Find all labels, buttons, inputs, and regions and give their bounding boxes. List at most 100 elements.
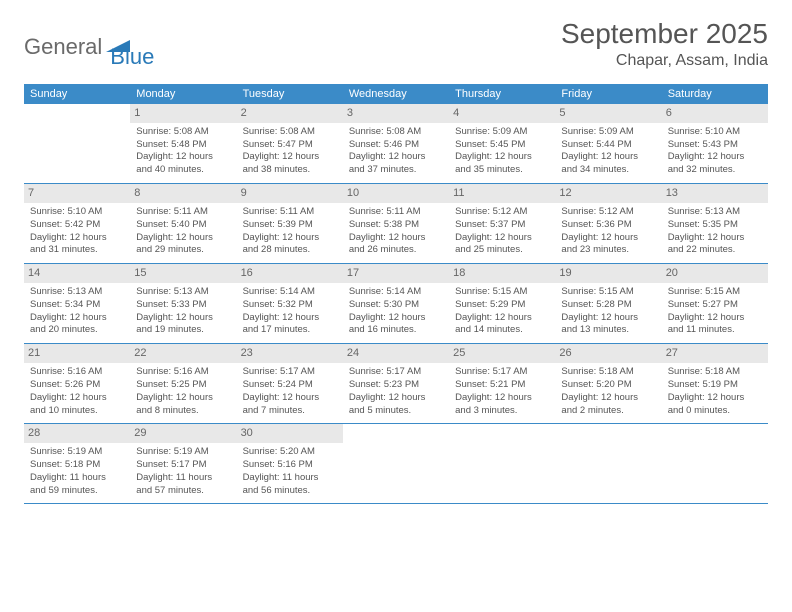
day-sunset: Sunset: 5:47 PM — [243, 139, 337, 152]
day-cell: 12Sunrise: 5:12 AMSunset: 5:36 PMDayligh… — [555, 184, 661, 263]
day-sunrise: Sunrise: 5:08 AM — [349, 126, 443, 139]
day-number: 11 — [449, 184, 555, 203]
day-daylight: Daylight: 12 hours and 23 minutes. — [561, 232, 655, 258]
day-daylight: Daylight: 12 hours and 19 minutes. — [136, 312, 230, 338]
day-sunset: Sunset: 5:21 PM — [455, 379, 549, 392]
day-number: 5 — [555, 104, 661, 123]
day-number: 20 — [662, 264, 768, 283]
week-row: 7Sunrise: 5:10 AMSunset: 5:42 PMDaylight… — [24, 184, 768, 264]
day-daylight: Daylight: 12 hours and 7 minutes. — [243, 392, 337, 418]
day-daylight: Daylight: 12 hours and 31 minutes. — [30, 232, 124, 258]
day-daylight: Daylight: 12 hours and 26 minutes. — [349, 232, 443, 258]
day-number: 19 — [555, 264, 661, 283]
day-number: 13 — [662, 184, 768, 203]
day-number: 22 — [130, 344, 236, 363]
title-block: September 2025 Chapar, Assam, India — [561, 18, 768, 70]
day-daylight: Daylight: 12 hours and 37 minutes. — [349, 151, 443, 177]
day-sunrise: Sunrise: 5:11 AM — [136, 206, 230, 219]
day-sunrise: Sunrise: 5:09 AM — [561, 126, 655, 139]
day-sunrise: Sunrise: 5:17 AM — [243, 366, 337, 379]
day-sunrise: Sunrise: 5:13 AM — [30, 286, 124, 299]
day-sunrise: Sunrise: 5:11 AM — [349, 206, 443, 219]
day-number: 28 — [24, 424, 130, 443]
day-cell: 21Sunrise: 5:16 AMSunset: 5:26 PMDayligh… — [24, 344, 130, 423]
day-sunset: Sunset: 5:48 PM — [136, 139, 230, 152]
day-number: 16 — [237, 264, 343, 283]
day-daylight: Daylight: 12 hours and 11 minutes. — [668, 312, 762, 338]
day-cell: 28Sunrise: 5:19 AMSunset: 5:18 PMDayligh… — [24, 424, 130, 503]
day-daylight: Daylight: 11 hours and 56 minutes. — [243, 472, 337, 498]
day-daylight: Daylight: 12 hours and 32 minutes. — [668, 151, 762, 177]
weeks-container: 1Sunrise: 5:08 AMSunset: 5:48 PMDaylight… — [24, 104, 768, 504]
day-sunset: Sunset: 5:29 PM — [455, 299, 549, 312]
day-daylight: Daylight: 12 hours and 2 minutes. — [561, 392, 655, 418]
day-number: 1 — [130, 104, 236, 123]
day-sunset: Sunset: 5:38 PM — [349, 219, 443, 232]
weekday-header: Wednesday — [343, 84, 449, 104]
day-cell: 24Sunrise: 5:17 AMSunset: 5:23 PMDayligh… — [343, 344, 449, 423]
day-cell: 2Sunrise: 5:08 AMSunset: 5:47 PMDaylight… — [237, 104, 343, 183]
day-sunset: Sunset: 5:45 PM — [455, 139, 549, 152]
day-cell: 5Sunrise: 5:09 AMSunset: 5:44 PMDaylight… — [555, 104, 661, 183]
day-cell: 23Sunrise: 5:17 AMSunset: 5:24 PMDayligh… — [237, 344, 343, 423]
day-cell: 26Sunrise: 5:18 AMSunset: 5:20 PMDayligh… — [555, 344, 661, 423]
weekday-header: Friday — [555, 84, 661, 104]
day-number: 21 — [24, 344, 130, 363]
day-daylight: Daylight: 12 hours and 40 minutes. — [136, 151, 230, 177]
day-sunset: Sunset: 5:28 PM — [561, 299, 655, 312]
day-cell: 22Sunrise: 5:16 AMSunset: 5:25 PMDayligh… — [130, 344, 236, 423]
day-sunrise: Sunrise: 5:17 AM — [455, 366, 549, 379]
day-daylight: Daylight: 11 hours and 57 minutes. — [136, 472, 230, 498]
calendar: SundayMondayTuesdayWednesdayThursdayFrid… — [24, 84, 768, 504]
day-sunset: Sunset: 5:17 PM — [136, 459, 230, 472]
day-sunset: Sunset: 5:26 PM — [30, 379, 124, 392]
day-daylight: Daylight: 12 hours and 28 minutes. — [243, 232, 337, 258]
logo: General Blue — [24, 24, 154, 70]
day-sunrise: Sunrise: 5:13 AM — [136, 286, 230, 299]
day-sunrise: Sunrise: 5:10 AM — [30, 206, 124, 219]
day-daylight: Daylight: 12 hours and 14 minutes. — [455, 312, 549, 338]
day-daylight: Daylight: 12 hours and 17 minutes. — [243, 312, 337, 338]
day-number: 9 — [237, 184, 343, 203]
day-sunset: Sunset: 5:42 PM — [30, 219, 124, 232]
day-sunrise: Sunrise: 5:09 AM — [455, 126, 549, 139]
day-daylight: Daylight: 12 hours and 35 minutes. — [455, 151, 549, 177]
day-sunset: Sunset: 5:35 PM — [668, 219, 762, 232]
day-sunrise: Sunrise: 5:17 AM — [349, 366, 443, 379]
day-cell: 13Sunrise: 5:13 AMSunset: 5:35 PMDayligh… — [662, 184, 768, 263]
day-sunset: Sunset: 5:25 PM — [136, 379, 230, 392]
day-daylight: Daylight: 12 hours and 20 minutes. — [30, 312, 124, 338]
day-cell: 6Sunrise: 5:10 AMSunset: 5:43 PMDaylight… — [662, 104, 768, 183]
day-daylight: Daylight: 12 hours and 10 minutes. — [30, 392, 124, 418]
day-daylight: Daylight: 12 hours and 25 minutes. — [455, 232, 549, 258]
day-sunrise: Sunrise: 5:19 AM — [30, 446, 124, 459]
day-number: 6 — [662, 104, 768, 123]
day-sunset: Sunset: 5:32 PM — [243, 299, 337, 312]
day-number: 15 — [130, 264, 236, 283]
day-daylight: Daylight: 12 hours and 16 minutes. — [349, 312, 443, 338]
day-sunrise: Sunrise: 5:18 AM — [668, 366, 762, 379]
week-row: 14Sunrise: 5:13 AMSunset: 5:34 PMDayligh… — [24, 264, 768, 344]
day-sunset: Sunset: 5:44 PM — [561, 139, 655, 152]
day-sunset: Sunset: 5:16 PM — [243, 459, 337, 472]
day-sunset: Sunset: 5:27 PM — [668, 299, 762, 312]
day-cell: 1Sunrise: 5:08 AMSunset: 5:48 PMDaylight… — [130, 104, 236, 183]
day-cell — [343, 424, 449, 503]
weekday-header: Sunday — [24, 84, 130, 104]
day-daylight: Daylight: 12 hours and 38 minutes. — [243, 151, 337, 177]
day-cell: 11Sunrise: 5:12 AMSunset: 5:37 PMDayligh… — [449, 184, 555, 263]
logo-text-blue: Blue — [110, 44, 154, 70]
weekday-header: Monday — [130, 84, 236, 104]
day-sunrise: Sunrise: 5:14 AM — [349, 286, 443, 299]
day-cell: 9Sunrise: 5:11 AMSunset: 5:39 PMDaylight… — [237, 184, 343, 263]
day-cell: 18Sunrise: 5:15 AMSunset: 5:29 PMDayligh… — [449, 264, 555, 343]
day-sunrise: Sunrise: 5:19 AM — [136, 446, 230, 459]
weekday-header: Saturday — [662, 84, 768, 104]
week-row: 1Sunrise: 5:08 AMSunset: 5:48 PMDaylight… — [24, 104, 768, 184]
location: Chapar, Assam, India — [561, 52, 768, 70]
day-number: 2 — [237, 104, 343, 123]
day-daylight: Daylight: 12 hours and 3 minutes. — [455, 392, 549, 418]
day-sunset: Sunset: 5:36 PM — [561, 219, 655, 232]
day-cell: 29Sunrise: 5:19 AMSunset: 5:17 PMDayligh… — [130, 424, 236, 503]
day-number: 25 — [449, 344, 555, 363]
